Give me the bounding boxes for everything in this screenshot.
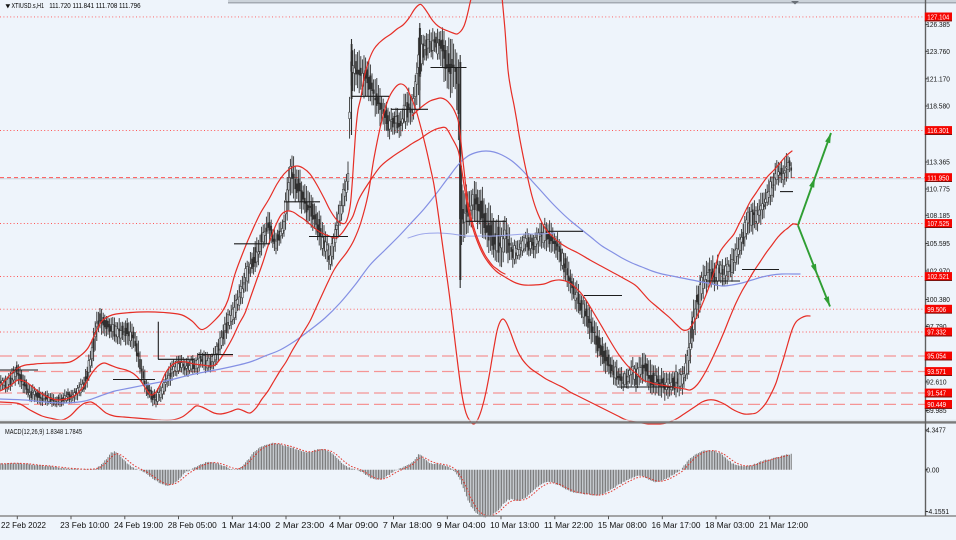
svg-text:93.571: 93.571 [927,367,946,376]
svg-text:107.525: 107.525 [927,219,949,228]
svg-text:28 Feb 05:00: 28 Feb 05:00 [168,521,218,530]
svg-text:90.449: 90.449 [927,400,946,409]
svg-text:92.610: 92.610 [926,378,946,387]
svg-text:1 Mar 14:00: 1 Mar 14:00 [222,521,272,530]
svg-text:99.506: 99.506 [927,305,946,314]
svg-text:121.170: 121.170 [926,74,950,83]
svg-text:9 Mar 04:00: 9 Mar 04:00 [437,521,487,530]
svg-text:97.790: 97.790 [926,322,946,331]
svg-text:100.380: 100.380 [926,295,950,304]
svg-text:18 Mar 03:00: 18 Mar 03:00 [705,521,755,530]
svg-text:0.00: 0.00 [926,465,939,474]
svg-text:7 Mar 18:00: 7 Mar 18:00 [383,521,433,530]
svg-text:97.332: 97.332 [927,328,946,337]
svg-text:110.775: 110.775 [926,185,950,194]
svg-text:127.104: 127.104 [927,13,949,22]
svg-text:105.595: 105.595 [926,239,950,248]
svg-text:16 Mar 17:00: 16 Mar 17:00 [652,521,702,530]
svg-text:23 Feb 10:00: 23 Feb 10:00 [60,521,110,530]
svg-text:4 Mar 09:00: 4 Mar 09:00 [329,521,379,530]
svg-text:116.301: 116.301 [927,126,949,135]
svg-text:102.521: 102.521 [927,272,949,281]
svg-text:15 Mar 08:00: 15 Mar 08:00 [598,521,648,530]
svg-text:24 Feb 19:00: 24 Feb 19:00 [114,521,164,530]
svg-text:95.054: 95.054 [927,352,946,361]
svg-text:21 Mar 12:00: 21 Mar 12:00 [759,521,809,530]
svg-text:126.385: 126.385 [926,20,950,29]
svg-text:123.760: 123.760 [926,47,950,56]
svg-text:111.950: 111.950 [927,173,949,182]
svg-text:XTIUSD.s,H1: XTIUSD.s,H1 [12,1,45,10]
svg-text:10 Mar 13:00: 10 Mar 13:00 [490,521,540,530]
svg-text:4.3477: 4.3477 [926,426,946,435]
svg-text:22 Feb 2022: 22 Feb 2022 [1,521,46,530]
svg-text:2 Mar 23:00: 2 Mar 23:00 [275,521,325,530]
svg-text:11 Mar 22:00: 11 Mar 22:00 [544,521,594,530]
svg-text:108.185: 108.185 [926,211,950,220]
svg-text:113.365: 113.365 [926,158,950,167]
svg-text:MACD(12,26,9) 1.8348 1.7845: MACD(12,26,9) 1.8348 1.7845 [5,427,82,436]
svg-text:102.970: 102.970 [926,267,950,276]
svg-text:111.720 111.841 111.708 111.79: 111.720 111.841 111.708 111.796 [49,1,140,10]
svg-text:-4.1551: -4.1551 [926,507,949,516]
svg-text:118.580: 118.580 [926,102,950,111]
svg-text:91.547: 91.547 [927,389,946,398]
svg-text:89.985: 89.985 [926,406,946,415]
